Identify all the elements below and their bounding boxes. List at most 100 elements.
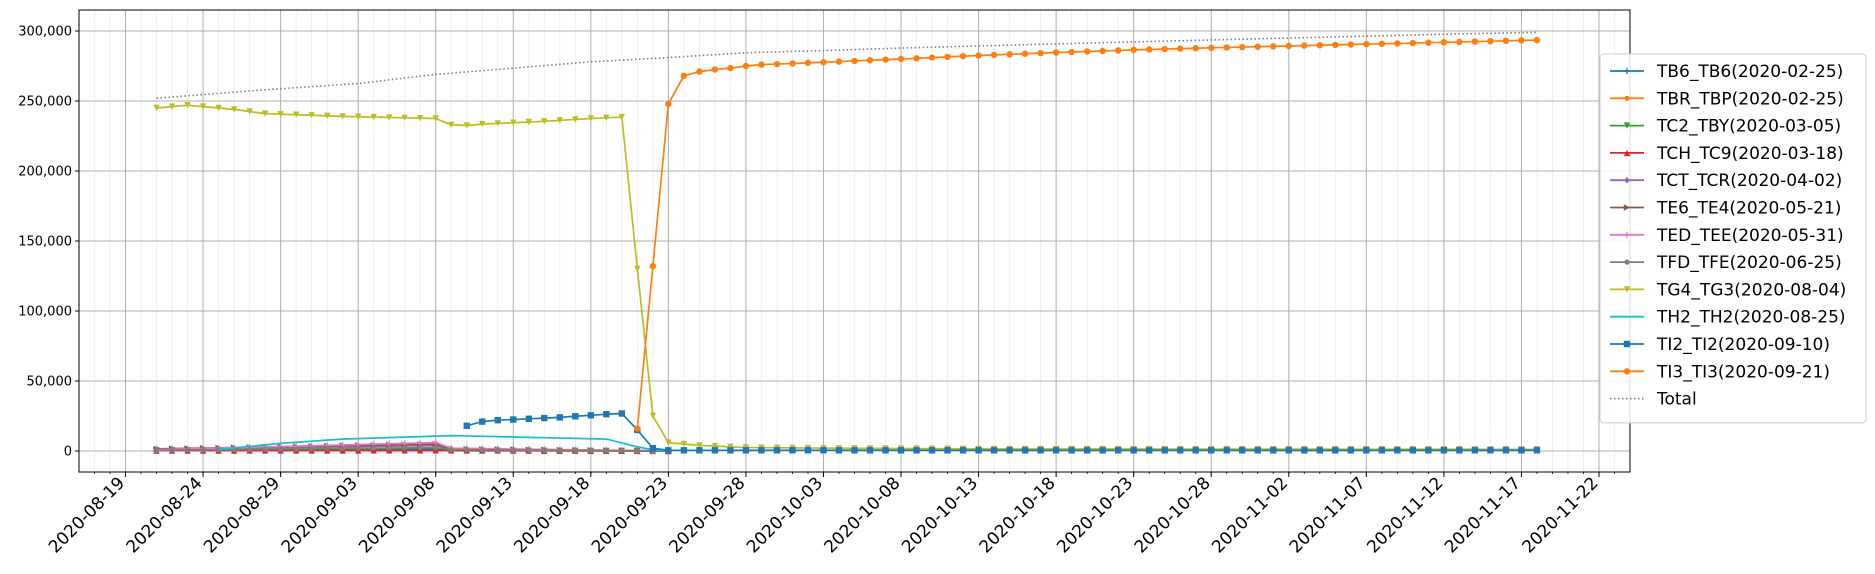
legend-label: TBR_TBP(2020-02-25) <box>1656 89 1844 109</box>
series-point <box>665 439 672 446</box>
legend-entry: TCH_TC9(2020-03-18) <box>1610 144 1844 164</box>
series-point <box>649 445 657 452</box>
series-point <box>758 447 765 454</box>
legend-label: TC2_TBY(2020-03-05) <box>1656 117 1841 137</box>
series-point <box>804 447 812 454</box>
legend-label: TG4_TG3(2020-08-04) <box>1656 280 1846 300</box>
series-point <box>510 416 517 423</box>
series-point <box>1285 42 1292 50</box>
series-point <box>851 447 858 454</box>
series-point <box>324 445 330 452</box>
series-point <box>464 447 470 453</box>
series-9 <box>218 434 669 452</box>
x-tick-label: 2020-09-18 <box>510 473 594 557</box>
series-point <box>649 412 657 420</box>
series-point <box>168 103 176 110</box>
legend-entry: TB6_TB6(2020-02-25) <box>1610 62 1843 82</box>
x-tick-label: 2020-09-03 <box>278 473 362 557</box>
series-point <box>1487 447 1494 454</box>
series-point <box>944 53 951 61</box>
series-point <box>897 447 905 454</box>
series-point <box>944 447 951 454</box>
series-point <box>1440 447 1448 454</box>
series-point <box>541 118 548 125</box>
series-point <box>557 447 563 453</box>
series-point <box>1177 45 1184 52</box>
legend-entry: Total <box>1610 390 1697 410</box>
series-point <box>742 447 750 454</box>
series-point <box>1363 447 1370 454</box>
series-point <box>866 447 874 454</box>
series-point <box>323 112 331 120</box>
x-tick-label: 2020-11-22 <box>1519 473 1603 557</box>
series-point <box>1114 447 1122 454</box>
series-point <box>1099 47 1106 55</box>
series-point <box>432 115 439 122</box>
y-tick-label: 300,000 <box>18 25 72 40</box>
series-point <box>525 415 532 422</box>
series-point <box>495 447 501 453</box>
series-point <box>215 104 222 112</box>
legend-entry: TED_TEE(2020-05-31) <box>1610 226 1844 246</box>
series-point <box>789 447 796 454</box>
series-12 <box>156 31 1537 99</box>
legend-label: Total <box>1656 390 1697 410</box>
series-point <box>1192 447 1199 454</box>
series-point <box>1145 46 1153 53</box>
series-point <box>1533 447 1541 454</box>
series-10 <box>463 410 1541 454</box>
series-point <box>1347 447 1355 454</box>
series-point <box>1161 45 1168 53</box>
series-point <box>773 447 781 454</box>
series-line <box>466 412 1537 452</box>
series-point <box>526 447 532 453</box>
legend-entry: TI2_TI2(2020-09-10) <box>1610 335 1830 355</box>
y-tick-label: 150,000 <box>18 235 72 250</box>
y-tick-label: 0 <box>64 445 72 460</box>
series-point <box>649 263 657 270</box>
legend-label: TE6_TE4(2020-05-21) <box>1656 199 1841 219</box>
x-tick-label: 2020-11-07 <box>1286 473 1370 557</box>
series-point <box>990 447 998 454</box>
series-point <box>680 440 688 448</box>
series-point <box>1052 49 1060 56</box>
series-point <box>371 445 377 451</box>
series-point <box>572 413 579 420</box>
series-point <box>928 447 936 454</box>
series-point <box>587 412 595 419</box>
series-point <box>494 417 501 424</box>
series-point <box>448 121 455 128</box>
series-point <box>340 445 346 452</box>
legend-marker <box>1623 177 1631 184</box>
series-point <box>401 114 408 121</box>
legend-marker <box>1623 122 1631 129</box>
legend-entry: TBR_TBP(2020-02-25) <box>1610 89 1844 109</box>
series-point <box>1425 447 1432 454</box>
series-point <box>804 59 812 67</box>
y-tick-label: 100,000 <box>18 305 72 320</box>
series-point <box>1021 50 1029 57</box>
series-point <box>261 110 269 117</box>
x-tick-label: 2020-10-13 <box>898 473 982 557</box>
series-point <box>758 61 765 68</box>
series-point <box>1440 39 1448 46</box>
legend-label: TCH_TC9(2020-03-18) <box>1656 144 1844 164</box>
series-point <box>386 114 393 121</box>
series-point <box>1409 39 1417 47</box>
x-tick-label: 2020-10-28 <box>1131 473 1215 557</box>
series-point <box>1006 51 1013 58</box>
series-point <box>1254 43 1261 50</box>
y-axis: 0 50,000 100,000 150,000 200,000 250,000 300,0… <box>18 25 79 460</box>
series-point <box>789 60 796 67</box>
legend-label: TI2_TI2(2020-09-10) <box>1656 335 1830 355</box>
series-point <box>433 444 439 451</box>
series-point <box>1083 48 1091 55</box>
series-point <box>913 55 920 62</box>
legend-entry: TFD_TFE(2020-06-25) <box>1610 253 1842 273</box>
series-point <box>463 122 470 129</box>
series-line <box>156 104 1537 451</box>
series-point <box>1161 447 1168 454</box>
series-point <box>1502 37 1510 44</box>
legend-label: TCT_TCR(2020-04-02) <box>1656 171 1842 191</box>
x-tick-label: 2020-10-23 <box>1053 473 1137 557</box>
